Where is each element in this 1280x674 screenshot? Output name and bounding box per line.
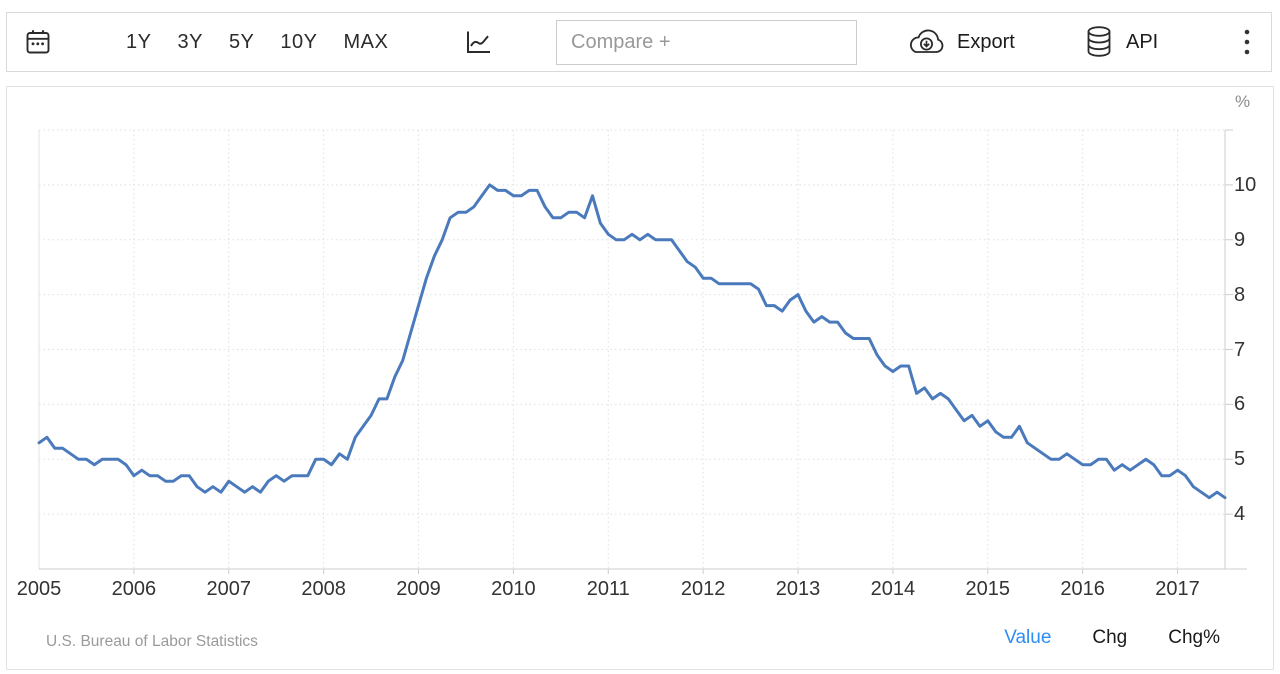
view-mode-switcher: Value Chg Chg% bbox=[1004, 627, 1220, 649]
x-axis-tick-label: 2009 bbox=[396, 578, 441, 600]
y-axis-unit-label: % bbox=[1235, 92, 1251, 111]
x-axis-tick-label: 2011 bbox=[586, 578, 630, 600]
range-5y-button[interactable]: 5Y bbox=[216, 31, 267, 54]
y-axis-tick-label: 6 bbox=[1234, 393, 1246, 416]
data-source-label: U.S. Bureau of Labor Statistics bbox=[46, 633, 258, 650]
range-3y-button[interactable]: 3Y bbox=[164, 31, 215, 54]
x-axis-tick-label: 2014 bbox=[870, 578, 916, 600]
calendar-button[interactable] bbox=[25, 13, 51, 71]
kebab-menu-icon bbox=[1243, 27, 1251, 57]
value-series-line bbox=[37, 183, 1227, 500]
y-axis-tick-label: 7 bbox=[1234, 338, 1246, 361]
y-axis-tick-label: 8 bbox=[1234, 283, 1246, 306]
api-button[interactable]: API bbox=[1084, 13, 1158, 71]
calendar-icon bbox=[25, 28, 51, 56]
view-value-button[interactable]: Value bbox=[1004, 627, 1052, 648]
y-axis-tick-label: 9 bbox=[1234, 228, 1246, 251]
x-axis-tick-label: 2017 bbox=[1155, 578, 1200, 600]
line-chart-icon bbox=[463, 28, 493, 56]
chart-type-button[interactable] bbox=[463, 13, 493, 71]
x-axis-tick-label: 2005 bbox=[16, 578, 62, 600]
y-axis-tick-label: 10 bbox=[1234, 173, 1257, 196]
range-max-button[interactable]: MAX bbox=[331, 31, 402, 54]
chart-toolbar: 1Y 3Y 5Y 10Y MAX Export bbox=[6, 12, 1272, 72]
view-chgpct-button[interactable]: Chg% bbox=[1168, 627, 1220, 648]
x-axis-tick-label: 2010 bbox=[491, 578, 536, 600]
range-1y-button[interactable]: 1Y bbox=[113, 31, 164, 54]
x-axis-tick-label: 2006 bbox=[111, 578, 157, 600]
x-axis-tick-label: 2008 bbox=[301, 578, 346, 600]
x-axis-tick-label: 2015 bbox=[965, 578, 1011, 600]
x-axis-tick-label: 2012 bbox=[680, 578, 726, 600]
x-axis-tick-label: 2007 bbox=[206, 578, 252, 600]
database-icon bbox=[1084, 25, 1114, 59]
x-axis-tick-label: 2016 bbox=[1060, 578, 1105, 600]
cloud-download-icon bbox=[906, 28, 946, 56]
range-10y-button[interactable]: 10Y bbox=[267, 31, 330, 54]
unemployment-line-chart[interactable] bbox=[7, 87, 1275, 671]
export-label: Export bbox=[957, 30, 1015, 53]
api-label: API bbox=[1126, 30, 1159, 53]
y-axis-tick-label: 4 bbox=[1234, 503, 1246, 526]
chart-panel: % 4 5 6 7 8 9 10 2005 2006 2007 2008 2009 2010 2011 20… bbox=[6, 86, 1274, 670]
compare-box bbox=[556, 20, 857, 65]
compare-input[interactable] bbox=[557, 21, 856, 64]
export-button[interactable]: Export bbox=[906, 13, 1015, 71]
y-axis-tick-label: 5 bbox=[1234, 448, 1246, 471]
more-options-button[interactable] bbox=[1229, 13, 1265, 71]
x-axis-tick-label: 2013 bbox=[775, 578, 821, 600]
view-chg-button[interactable]: Chg bbox=[1092, 627, 1128, 648]
range-selector: 1Y 3Y 5Y 10Y MAX bbox=[113, 13, 401, 71]
